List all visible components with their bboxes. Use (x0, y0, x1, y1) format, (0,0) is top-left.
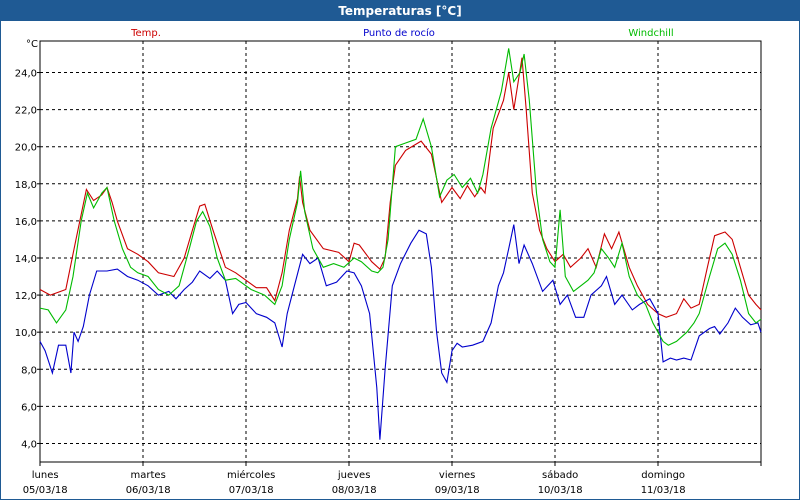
y-tick-label: 20,0 (15, 143, 37, 154)
y-tick-label: 8,0 (21, 365, 37, 376)
y-tick-label: 16,0 (15, 217, 37, 228)
y-tick-label: 18,0 (15, 180, 37, 191)
y-tick-label: 10,0 (15, 328, 37, 339)
x-tick-day-label: viernes (439, 470, 475, 481)
window-title: Temperaturas [°C] (1, 1, 799, 21)
x-tick-day-label: lunes (32, 470, 59, 481)
legend-entry: Windchill (628, 28, 673, 39)
x-tick-date-label: 09/03/18 (435, 485, 480, 496)
x-tick-day-label: domingo (641, 470, 685, 481)
x-tick-day-label: miércoles (227, 469, 275, 481)
plot-area (39, 40, 762, 463)
series-line-1 (39, 224, 762, 440)
y-tick-label: 22,0 (15, 106, 37, 117)
temperature-chart: 4,0 6,0 8,0 10,0 12,0 14,0 16,0 18,0 20,0 22,0 24,… (15, 27, 762, 496)
y-axis-unit: °C (26, 39, 38, 50)
y-tick-label: 6,0 (21, 402, 37, 413)
x-tick-date-label: 07/03/18 (229, 485, 274, 496)
x-tick-date-label: 05/03/18 (23, 485, 68, 496)
series-line-2 (39, 48, 762, 346)
x-tick-day-label: jueves (337, 470, 371, 481)
y-tick-label: 4,0 (21, 439, 37, 450)
x-tick-date-label: 10/03/18 (538, 485, 583, 496)
y-tick-label: 24,0 (15, 69, 37, 80)
x-tick-date-label: 11/03/18 (641, 485, 686, 496)
x-tick-day-label: sábado (542, 469, 578, 481)
x-tick-date-label: 06/03/18 (126, 485, 171, 496)
legend-entry: Temp. (130, 28, 161, 39)
y-tick-label: 14,0 (15, 254, 37, 265)
legend-entry: Punto de rocío (363, 27, 435, 39)
x-tick-day-label: martes (131, 470, 166, 481)
x-tick-date-label: 08/03/18 (332, 485, 377, 496)
y-tick-label: 12,0 (15, 291, 37, 302)
